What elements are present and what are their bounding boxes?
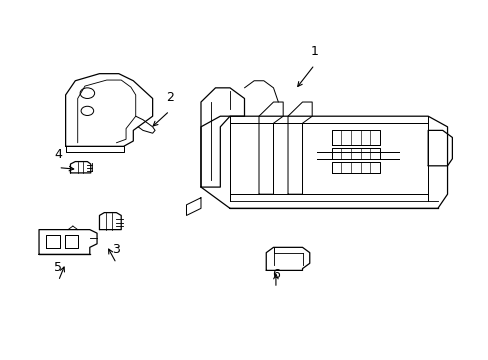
Text: 6: 6 — [271, 268, 279, 281]
Text: 1: 1 — [310, 45, 318, 58]
Text: 4: 4 — [54, 148, 62, 161]
Text: 5: 5 — [54, 261, 62, 274]
Text: 3: 3 — [112, 243, 120, 256]
Text: 2: 2 — [165, 91, 173, 104]
